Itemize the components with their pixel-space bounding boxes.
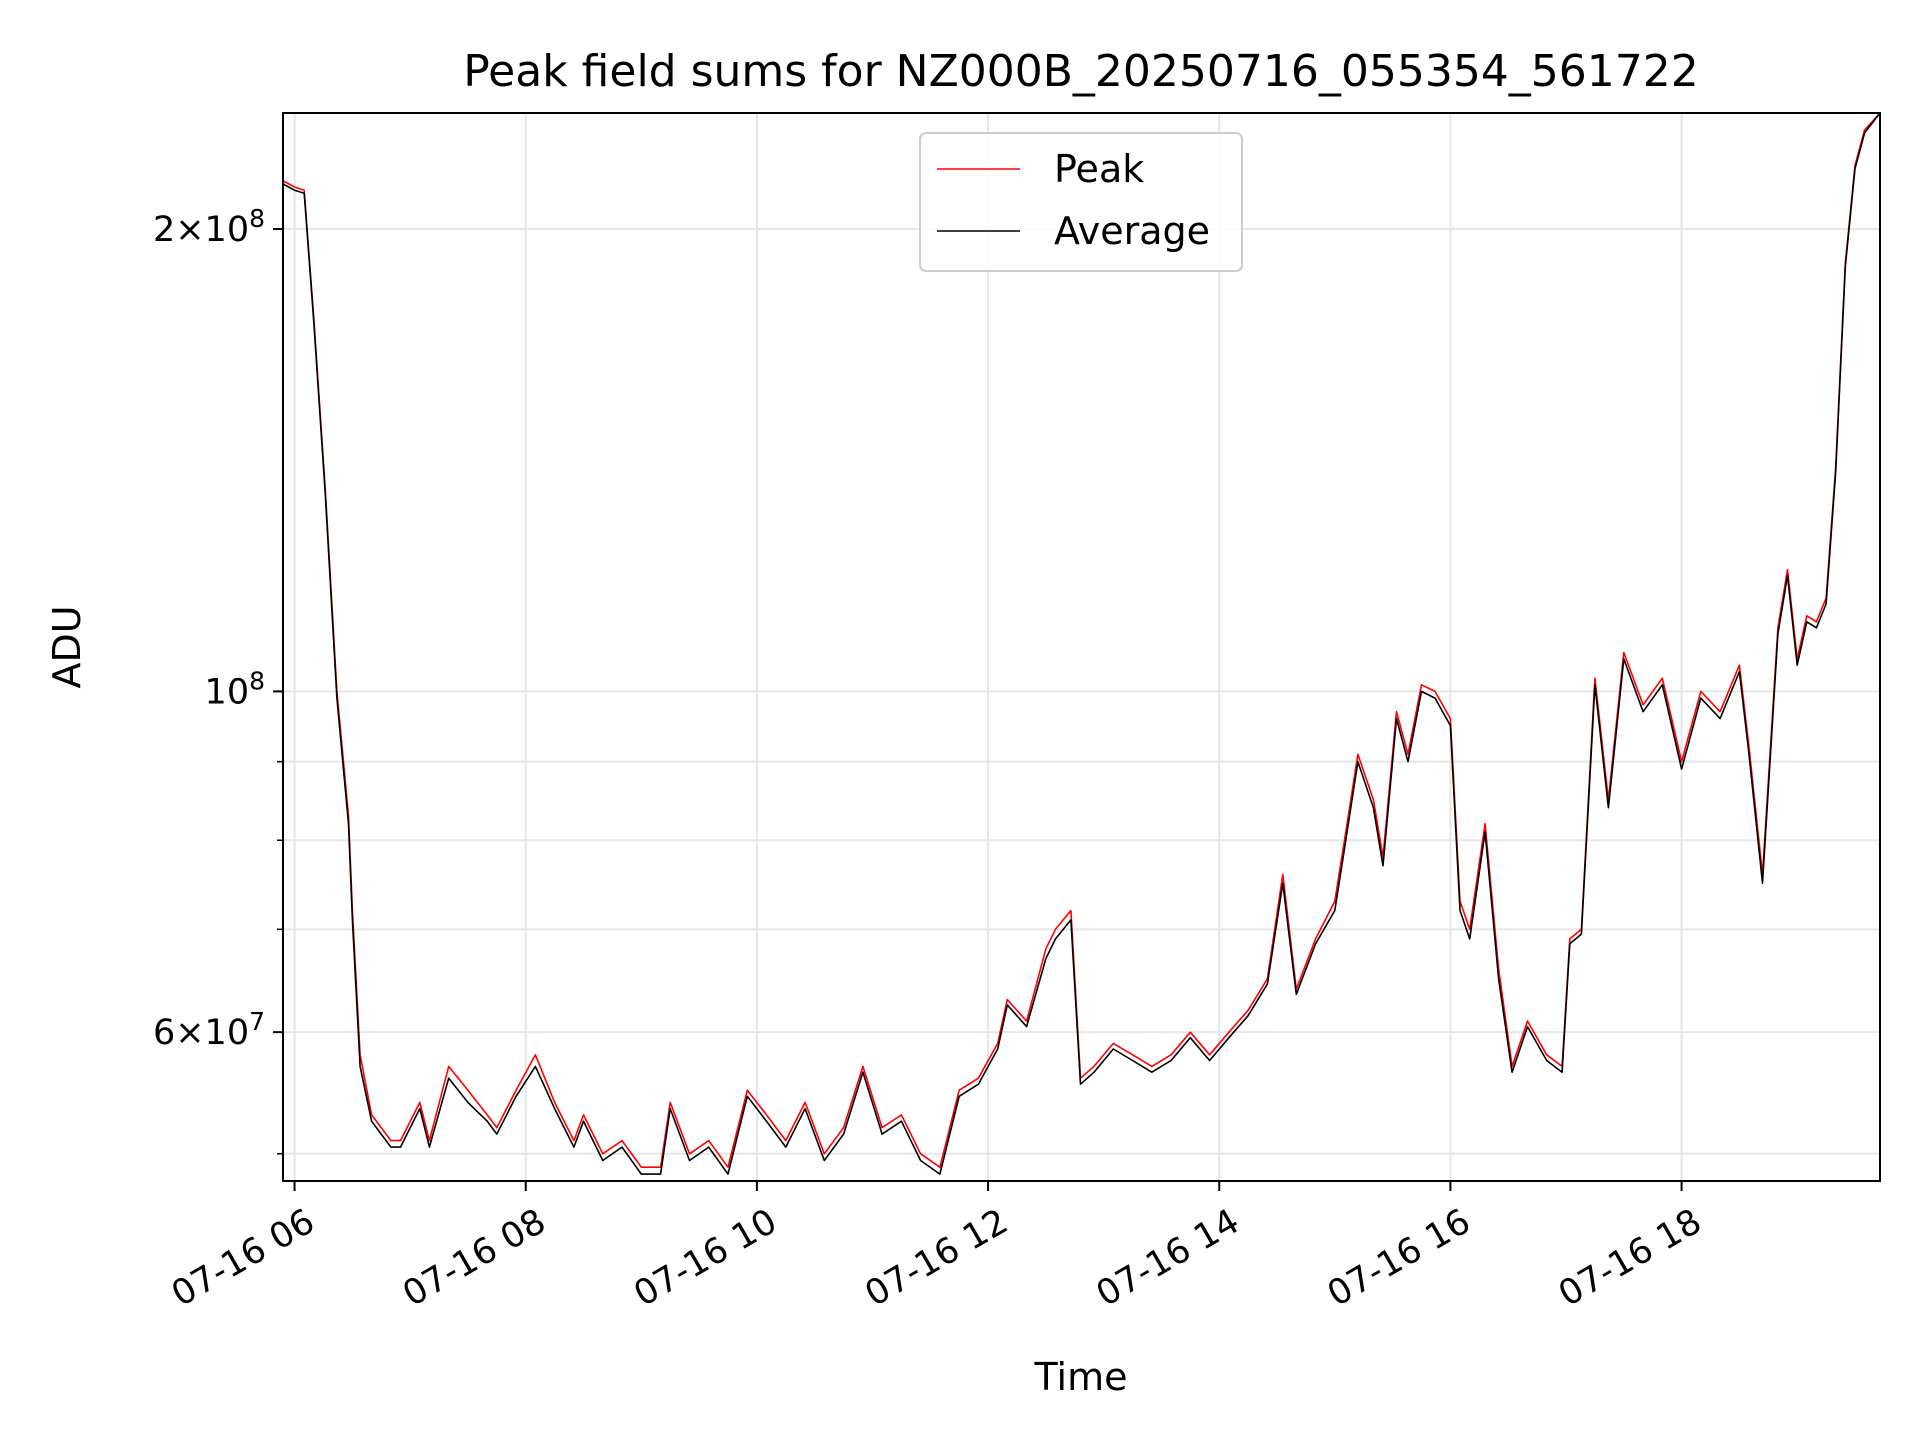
series-line-average xyxy=(282,112,1881,1175)
grid xyxy=(283,113,1880,1181)
legend-label-peak: Peak xyxy=(1054,147,1144,191)
legend-box xyxy=(919,132,1243,272)
y-axis-label: ADU xyxy=(45,605,89,688)
y-axis: 2×108 108 6×107 xyxy=(153,204,283,1155)
legend: Peak Average xyxy=(919,132,1243,272)
series-line-peak xyxy=(282,112,1881,1168)
y-tick-label: 108 xyxy=(205,666,265,712)
chart-title: Peak field sums for NZ000B_20250716_0553… xyxy=(463,46,1699,97)
y-tick-label: 6×107 xyxy=(153,1007,265,1053)
plot-frame xyxy=(282,112,1881,1182)
x-axis-label: Time xyxy=(1034,1355,1128,1399)
series-layer xyxy=(282,112,1881,1175)
legend-label-average: Average xyxy=(1054,209,1210,253)
y-tick-label: 2×108 xyxy=(153,204,265,250)
